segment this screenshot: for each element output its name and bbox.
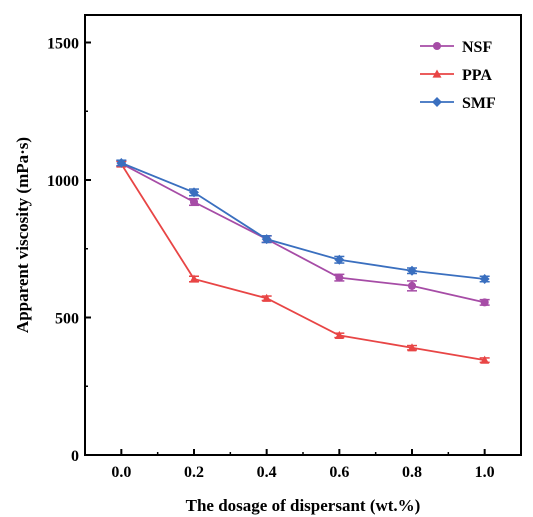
x-tick-label: 0.2 <box>184 464 204 481</box>
x-tick-label: 0.0 <box>111 464 131 481</box>
legend-label: SMF <box>462 95 496 112</box>
y-tick-label: 1000 <box>47 173 79 190</box>
data-point <box>334 254 345 265</box>
data-point <box>480 298 489 307</box>
data-point <box>407 281 417 290</box>
legend-marker <box>432 69 442 78</box>
legend-label: NSF <box>462 39 492 56</box>
data-point <box>116 158 127 168</box>
x-tick-label: 0.8 <box>402 464 422 481</box>
series-nsf <box>116 159 490 307</box>
data-point <box>407 343 417 352</box>
legend-marker <box>432 41 442 51</box>
series-smf <box>116 158 490 284</box>
y-axis-title: Apparent viscosity (mPa·s) <box>13 137 32 333</box>
y-tick-label: 1500 <box>47 36 79 53</box>
x-tick-label: 0.6 <box>329 464 349 481</box>
legend-marker <box>432 97 442 107</box>
y-tick-label: 500 <box>55 311 79 328</box>
y-axis: 0 500 1000 1500 <box>47 36 91 465</box>
data-point <box>189 274 199 283</box>
series-line <box>120 162 485 280</box>
x-tick-label: 0.4 <box>257 464 277 481</box>
data-point <box>189 197 199 207</box>
legend: NSF PPA SMF <box>420 39 496 112</box>
legend-label: PPA <box>462 67 492 84</box>
data-point <box>261 234 272 245</box>
x-tick-label: 1.0 <box>475 464 495 481</box>
data-point <box>262 293 272 302</box>
data-point <box>335 273 344 282</box>
data-point <box>479 274 490 284</box>
series-line <box>120 163 485 362</box>
x-axis: 0.0 0.2 0.4 0.6 0.8 1.0 <box>111 449 495 481</box>
y-tick-label: 0 <box>71 448 79 465</box>
data-point <box>334 330 344 339</box>
x-axis-title: The dosage of dispersant (wt.%) <box>186 496 421 515</box>
series-line <box>120 162 485 304</box>
series-layer <box>116 158 490 364</box>
data-point <box>407 265 417 276</box>
data-point <box>189 187 199 198</box>
plot-frame <box>84 14 522 456</box>
data-point <box>480 355 490 364</box>
